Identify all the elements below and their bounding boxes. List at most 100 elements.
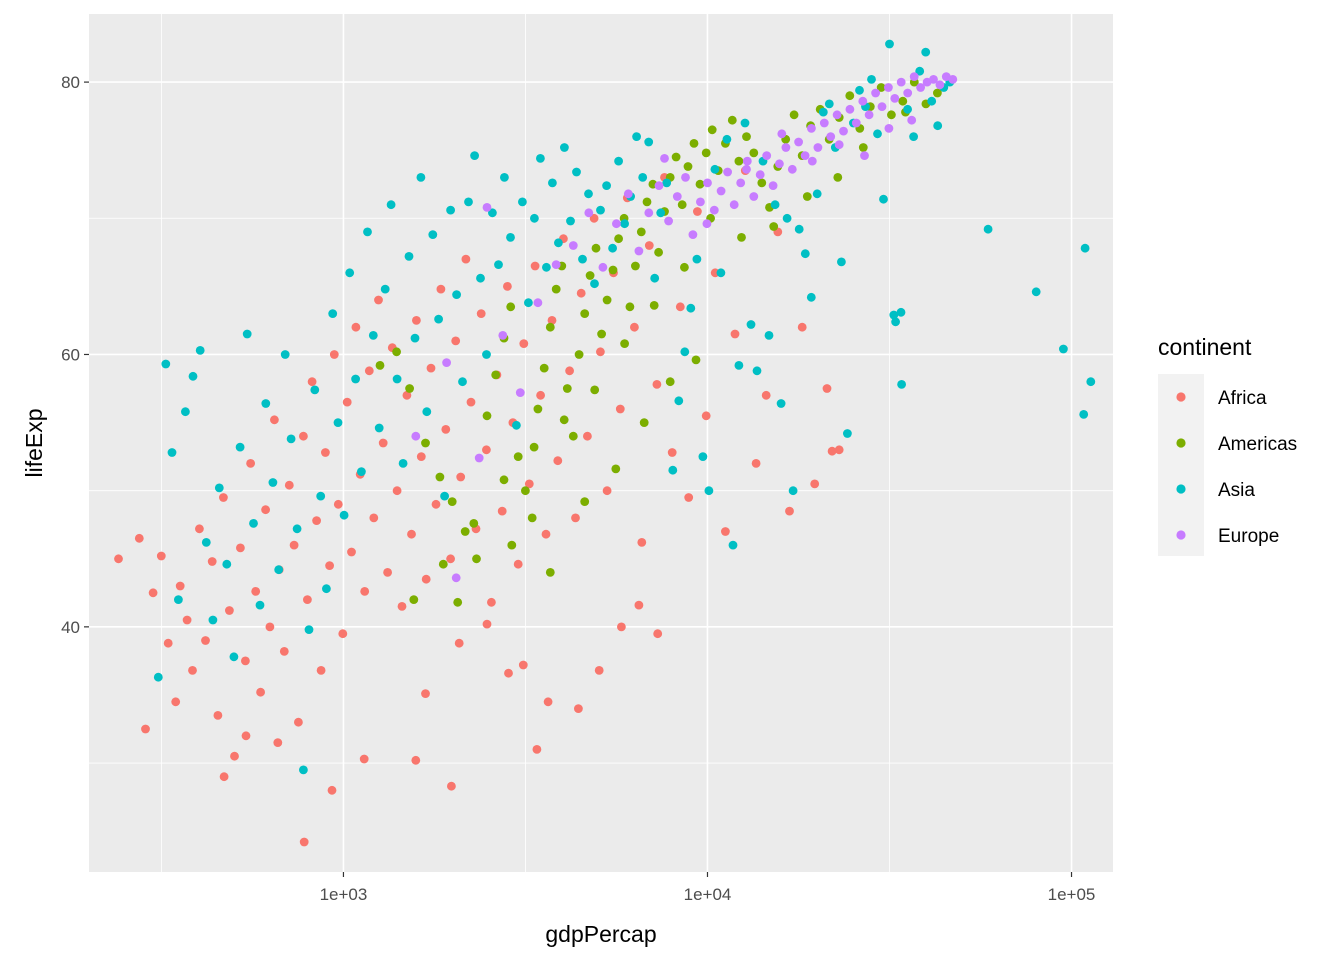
data-point-asia	[824, 99, 834, 109]
data-point-europe	[794, 137, 803, 147]
data-point-europe	[598, 262, 608, 272]
data-point-africa	[547, 316, 557, 325]
data-point-africa	[321, 448, 330, 457]
data-point-asia	[608, 243, 617, 253]
data-point-asia	[181, 407, 190, 417]
data-point-africa	[543, 697, 553, 707]
legend-key-asia	[1176, 484, 1186, 494]
data-point-asia	[299, 765, 308, 775]
data-point-africa	[241, 656, 250, 666]
data-point-europe	[736, 178, 746, 188]
data-point-asia	[891, 317, 900, 327]
data-point-europe	[884, 123, 894, 133]
data-point-africa	[134, 533, 144, 543]
data-point-europe	[775, 159, 784, 169]
data-point-africa	[497, 506, 507, 516]
data-point-asia	[542, 262, 551, 272]
data-point-africa	[392, 486, 402, 496]
data-point-asia	[662, 178, 672, 188]
data-point-asia	[710, 164, 720, 174]
data-point-americas	[507, 540, 517, 550]
data-point-asia	[889, 310, 899, 320]
data-point-asia	[896, 307, 906, 317]
data-point-africa	[342, 397, 352, 407]
data-point-asia	[242, 329, 252, 339]
data-point-asia	[506, 233, 515, 242]
data-point-asia	[470, 151, 479, 161]
legend-label-africa: Africa	[1218, 388, 1267, 409]
data-point-americas	[533, 404, 543, 414]
data-point-americas	[551, 284, 561, 294]
data-point-africa	[312, 516, 321, 525]
data-point-asia	[873, 129, 882, 139]
data-point-europe	[729, 200, 739, 210]
data-point-americas	[506, 302, 516, 312]
data-point-americas	[574, 350, 584, 359]
data-point-asia	[339, 510, 349, 520]
data-point-africa	[369, 513, 379, 523]
data-point-asia	[716, 268, 726, 278]
series-americas	[375, 77, 942, 607]
data-point-europe	[702, 219, 712, 229]
data-point-africa	[513, 559, 523, 569]
data-point-americas	[734, 156, 744, 166]
legend: continent Africa Americas Asia Europe	[1158, 334, 1297, 556]
data-point-africa	[241, 731, 251, 741]
data-point-americas	[654, 247, 663, 257]
data-point-europe	[896, 77, 906, 87]
data-point-africa	[284, 480, 294, 490]
data-point-asia	[195, 346, 205, 355]
data-point-asia	[512, 420, 521, 430]
data-point-asia	[590, 279, 599, 289]
data-point-asia	[680, 347, 690, 357]
data-point-asia	[374, 423, 384, 433]
data-point-asia	[536, 154, 545, 163]
data-point-asia	[398, 459, 408, 468]
data-point-asia	[333, 418, 343, 427]
data-point-europe	[800, 151, 810, 161]
data-point-asia	[921, 47, 931, 57]
data-point-europe	[851, 118, 861, 128]
data-point-asia	[280, 350, 290, 359]
x-tick-label: 1e+05	[1048, 885, 1096, 904]
data-point-asia	[656, 208, 666, 218]
data-point-asia	[596, 205, 605, 215]
data-point-africa	[383, 568, 392, 577]
data-point-africa	[634, 600, 644, 610]
data-point-americas	[887, 110, 896, 120]
y-axis-ticks: 40 60 80	[61, 73, 89, 637]
data-point-asia	[434, 314, 443, 324]
data-point-africa	[225, 606, 234, 615]
data-point-asia	[903, 104, 912, 114]
y-axis-title: lifeExp	[21, 408, 47, 477]
data-point-africa	[163, 638, 173, 648]
data-point-americas	[769, 222, 779, 231]
data-point-africa	[571, 513, 580, 523]
data-point-europe	[916, 83, 925, 92]
data-point-americas	[375, 361, 385, 370]
data-point-africa	[701, 411, 711, 421]
data-point-africa	[524, 479, 534, 489]
data-point-europe	[742, 156, 752, 166]
x-axis-ticks: 1e+03 1e+04 1e+05	[320, 872, 1096, 904]
data-point-africa	[652, 380, 662, 389]
data-point-asia	[668, 465, 678, 475]
data-point-europe	[935, 80, 945, 90]
data-point-americas	[421, 438, 430, 448]
x-tick-label: 1e+04	[684, 885, 732, 904]
data-point-americas	[529, 442, 539, 452]
data-point-africa	[273, 738, 283, 747]
data-point-asia	[446, 205, 455, 215]
data-point-asia	[345, 268, 355, 278]
data-point-europe	[903, 88, 913, 98]
x-tick-label: 1e+03	[320, 885, 368, 904]
data-point-asia	[222, 559, 232, 569]
data-point-africa	[114, 554, 123, 564]
data-point-europe	[832, 110, 842, 120]
data-point-africa	[219, 493, 228, 502]
data-point-africa	[827, 446, 837, 456]
data-point-africa	[466, 397, 476, 407]
data-point-africa	[761, 390, 771, 400]
data-point-africa	[576, 288, 586, 298]
